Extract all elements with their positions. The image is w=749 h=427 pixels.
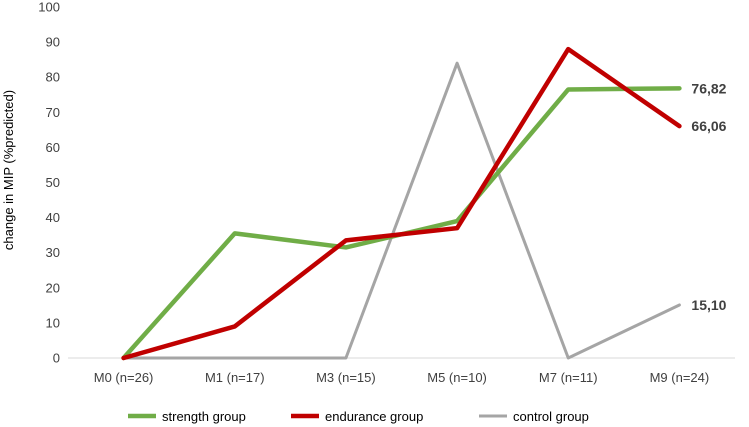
x-tick-label: M3 (n=15)	[316, 370, 376, 385]
y-tick-label: 50	[46, 175, 60, 190]
y-tick-label: 80	[46, 70, 60, 85]
y-tick-label: 100	[38, 0, 60, 15]
y-tick-label: 10	[46, 315, 60, 330]
legend-label: control group	[513, 409, 589, 424]
data-label-control-group: 15,10	[691, 297, 726, 313]
series-layer	[121, 46, 682, 361]
x-axis: M0 (n=26) M1 (n=17) M3 (n=15) M5 (n=10) M7 (…	[68, 357, 735, 385]
data-labels: 76,82 66,06 15,10	[691, 80, 726, 313]
legend-label: endurance group	[325, 409, 423, 424]
y-tick-label: 70	[46, 105, 60, 120]
y-tick-label: 0	[53, 351, 60, 366]
series-line-endurance-group	[121, 46, 682, 361]
series-line-strength-group	[121, 86, 682, 361]
y-axis: 0 10 20 30 40 50 60 70 80 90 100	[38, 0, 60, 366]
series-line-control-group	[122, 61, 681, 360]
x-tick-label: M9 (n=24)	[650, 370, 710, 385]
legend: strength group endurance group control gro…	[128, 409, 589, 424]
y-axis-label: change in MIP (%predicted)	[1, 90, 16, 250]
y-tick-label: 90	[46, 35, 60, 50]
y-tick-label: 60	[46, 140, 60, 155]
x-tick-label: M1 (n=17)	[205, 370, 265, 385]
y-tick-label: 20	[46, 280, 60, 295]
legend-label: strength group	[162, 409, 246, 424]
x-tick-label: M7 (n=11)	[539, 370, 598, 385]
data-label-strength-group: 76,82	[691, 80, 726, 96]
y-tick-label: 40	[46, 210, 60, 225]
y-tick-label: 30	[46, 245, 60, 260]
x-tick-label: M5 (n=10)	[427, 370, 487, 385]
data-label-endurance-group: 66,06	[691, 118, 726, 134]
x-tick-label: M0 (n=26)	[94, 370, 154, 385]
